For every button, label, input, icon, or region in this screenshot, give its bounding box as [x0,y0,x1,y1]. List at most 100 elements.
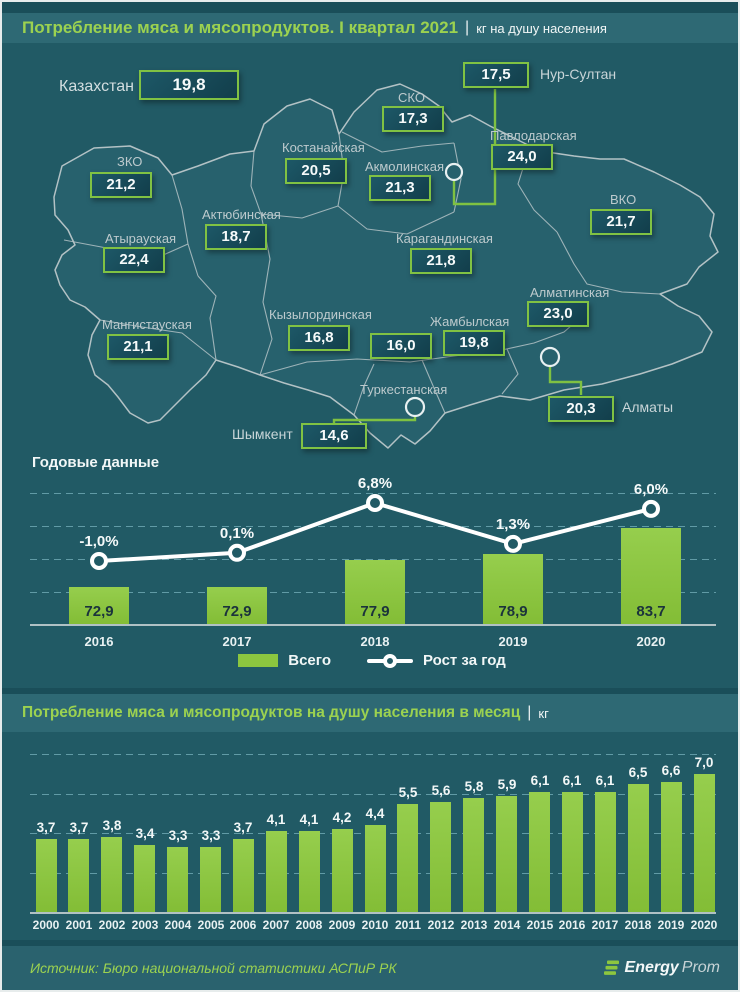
kazakhstan-map: Казахстан 19,8 ЗКО 21,2 Атырауская 22,4 Манг… [2,44,738,456]
x-tick-label: 2010 [361,918,389,932]
bar-value-label: 6,1 [595,773,615,788]
map-region-label: Карагандинская [396,231,493,246]
divider-strip [2,688,738,694]
map-value-box: 19,8 [443,330,505,356]
annual-bar [207,587,267,624]
x-tick-label: 2013 [460,918,488,932]
gridline [30,754,716,755]
map-value-box: 18,7 [205,224,267,250]
x-tick-label: 2016 [84,634,114,649]
map-value-box: 16,8 [288,325,350,351]
legend-line-marker [366,653,413,668]
map-region-label: ВКО [610,192,637,207]
monthly-bar [365,825,386,912]
monthly-bar [332,829,353,912]
bar-value-label: 3,3 [168,828,188,843]
bar-value-label: 6,1 [530,773,550,788]
monthly-bar [496,796,517,912]
monthly-bar [167,847,188,912]
map-value-box: 14,6 [301,423,367,449]
x-tick-label: 2003 [131,918,159,932]
x-tick-label: 2020 [690,918,718,932]
bar-value-label: 72,9 [84,603,114,620]
bar-value-label: 78,9 [498,603,528,620]
monthly-bar [463,798,484,912]
monthly-bar [397,804,418,912]
monthly-bar [200,847,221,912]
x-tick-label: 2006 [229,918,257,932]
line-point [90,552,108,570]
monthly-bar [694,774,715,912]
bar-value-label: 5,5 [398,785,418,800]
x-tick-label: 2011 [394,918,422,932]
x-tick-label: 2019 [657,918,685,932]
x-tick-label: 2007 [262,918,290,932]
map-region-label: Жамбылская [430,314,510,329]
line-point-label: -1,0% [79,533,119,550]
map-region-label: Атырауская [105,231,177,246]
annual-bar [483,554,543,624]
map-value-box: 21,1 [107,334,169,360]
bar-value-label: 3,7 [36,820,56,835]
page-title: Потребление мяса и мясопродуктов. I квар… [22,18,459,37]
legend-line-label: Рост за год [422,652,506,669]
turkestan-marker [404,396,426,418]
map-region-label: СКО [398,90,425,105]
line-point-label: 6,8% [357,474,393,492]
title-separator: | [465,19,470,36]
bar-value-label: 77,9 [360,603,390,620]
monthly-header-band: Потребление мяса и мясопродуктов на душу… [2,694,738,732]
monthly-bar [529,792,550,912]
gridline [30,493,716,494]
x-tick-label: 2012 [427,918,455,932]
x-tick-label: 2015 [526,918,554,932]
logo-text-bold: Energy [624,959,679,976]
bar-value-label: 5,8 [464,779,484,794]
line-point-label: 6,0% [633,480,669,498]
x-tick-label: 2018 [360,634,390,649]
x-tick-label: 2005 [197,918,225,932]
x-tick-label: 2002 [98,918,126,932]
x-tick-label: 2009 [328,918,356,932]
map-region-label: Мангистауская [102,317,192,332]
map-region-label: Павлодарская [490,128,577,143]
map-region-label: Нур-Султан [540,66,617,82]
map-value-box: 17,5 [463,62,529,88]
line-point [504,534,522,553]
x-tick-label: 2017 [222,634,252,649]
map-region-label: Костанайская [282,140,365,155]
map-value-box: 21,2 [90,172,152,198]
x-tick-label: 2016 [558,918,586,932]
map-value-box: 21,7 [590,209,652,235]
bar-value-label: 7,0 [694,755,714,770]
bar-value-label: 3,3 [201,828,221,843]
map-region-label: Алматинская [530,285,610,300]
bar-value-label: 4,1 [266,812,286,827]
top-strip [2,2,738,13]
almaty-marker [539,346,561,368]
x-tick-label: 2019 [498,634,528,649]
legend-line-ring [382,653,397,668]
x-tick-label: 2020 [636,634,666,649]
legend-bar-label: Всего [288,652,331,669]
map-value-box: 20,5 [285,158,347,184]
map-region-label: Кызылординская [269,307,372,322]
x-tick-label: 2004 [164,918,192,932]
bar-value-label: 5,6 [431,783,451,798]
bar-value-label: 3,7 [69,820,89,835]
map-value-box: 22,4 [103,247,165,273]
monthly-unit: кг [538,705,549,721]
map-region-label: Акмолинская [365,159,445,174]
x-tick-label: 2017 [591,918,619,932]
x-tick-label: 2018 [624,918,652,932]
annual-chart: Всего Рост за год 72,9 2016 72,9 2017 77,9 20… [2,475,738,694]
monthly-bar [101,837,122,912]
bar-value-label: 4,1 [299,812,319,827]
map-value-box: 21,8 [410,248,472,274]
x-tick-label: 2014 [493,918,521,932]
bar-value-label: 83,7 [636,603,666,620]
bar-value-label: 3,4 [135,826,155,841]
line-point [228,543,246,562]
monthly-bar [134,845,155,912]
map-region-label: Актюбинская [202,207,281,222]
